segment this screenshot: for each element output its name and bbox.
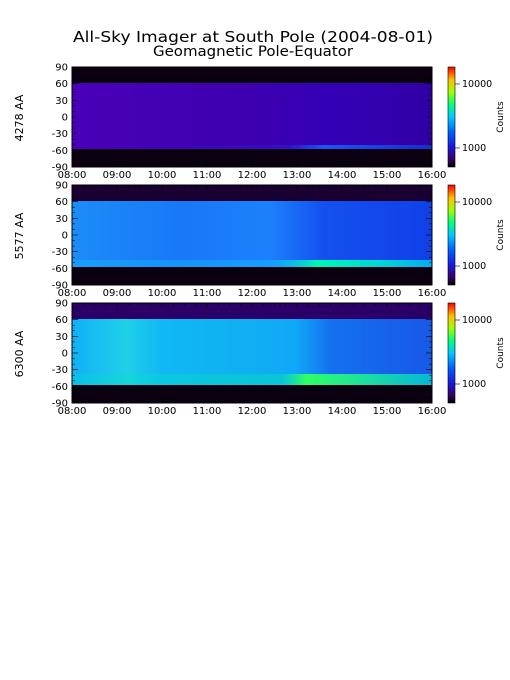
- y-tick-label: 0: [62, 113, 68, 124]
- x-tick-label: 13:00: [283, 170, 312, 180]
- x-tick-label: 16:00: [418, 170, 447, 180]
- y-axis-label: 6300 AA: [13, 330, 26, 377]
- colorbar-tick-label: 10000: [462, 315, 492, 326]
- x-tick-label: 08:00: [58, 288, 87, 298]
- panel-4278: 90 60 30 0 -30 -60 -90 08:00 09:00 10:00 11:00 12:…: [13, 63, 506, 181]
- x-tick-label: 14:00: [328, 170, 357, 180]
- x-tick-label: 08:00: [58, 406, 87, 417]
- x-tick-label: 12:00: [238, 288, 267, 298]
- auroral-band: [72, 145, 432, 149]
- y-tick-label: -90: [52, 163, 68, 174]
- y-tick-label: -90: [52, 281, 68, 292]
- x-tick-label: 11:00: [193, 288, 222, 298]
- colorbar-ticks: 10000 1000: [455, 197, 492, 272]
- y-tick-label: 30: [55, 214, 68, 225]
- y-tick-label: 30: [55, 332, 68, 343]
- colorbar-label: Counts: [496, 101, 506, 133]
- title-line-2: Geomagnetic Pole-Equator: [153, 44, 353, 60]
- colorbar-tick-label: 10000: [462, 79, 492, 90]
- colorbar-tick-label: 1000: [462, 379, 486, 390]
- x-tick-label: 11:00: [193, 406, 222, 417]
- title-line-1: All-Sky Imager at South Pole (2004-08-01…: [73, 28, 433, 46]
- y-axis: 90 60 30 0 -30 -60 -90: [52, 299, 432, 410]
- y-tick-label: -90: [52, 399, 68, 410]
- x-tick-label: 12:00: [238, 170, 267, 180]
- x-axis: 08:00 09:00 10:00 11:00 12:00 13:00 14:00 15:00…: [58, 303, 447, 417]
- y-tick-label: 60: [55, 315, 68, 326]
- x-tick-label: 14:00: [328, 288, 357, 298]
- y-tick-label: -30: [52, 247, 68, 258]
- x-tick-label: 10:00: [148, 288, 177, 298]
- y-tick-label: -60: [52, 382, 68, 393]
- colorbar-tick-label: 1000: [462, 261, 486, 272]
- y-tick-label: -60: [52, 146, 68, 157]
- y-axis-label: 4278 AA: [13, 94, 26, 141]
- x-tick-label: 16:00: [418, 406, 447, 417]
- colorbar-label: Counts: [496, 337, 506, 369]
- x-tick-label: 09:00: [103, 170, 132, 180]
- y-axis: 90 60 30 0 -30 -60 -90: [52, 63, 432, 174]
- heatmap-image: [72, 83, 432, 149]
- y-axis: 90 60 30 0 -30 -60 -90: [52, 181, 432, 292]
- x-tick-label: 13:00: [283, 288, 312, 298]
- x-tick-label: 15:00: [373, 406, 402, 417]
- colorbar: [447, 302, 456, 404]
- colorbar-ticks: 10000 1000: [455, 315, 492, 390]
- colorbar: [447, 66, 456, 168]
- auroral-band: [72, 260, 432, 267]
- x-tick-label: 15:00: [373, 288, 402, 298]
- y-tick-label: 0: [62, 231, 68, 242]
- x-tick-label: 14:00: [328, 406, 357, 417]
- y-tick-label: 90: [55, 299, 68, 310]
- x-tick-label: 09:00: [103, 288, 132, 298]
- y-tick-label: 0: [62, 349, 68, 360]
- plot-area: [71, 302, 433, 404]
- colorbar: [447, 184, 456, 286]
- auroral-band: [72, 374, 432, 385]
- x-tick-label: 10:00: [148, 406, 177, 417]
- x-tick-label: 13:00: [283, 406, 312, 417]
- y-tick-label: 30: [55, 96, 68, 107]
- x-tick-label: 08:00: [58, 170, 87, 180]
- y-tick-label: 60: [55, 197, 68, 208]
- plot-area: [71, 184, 433, 286]
- colorbar-ticks: 10000 1000: [455, 79, 492, 154]
- y-tick-label: -30: [52, 129, 68, 140]
- x-tick-label: 10:00: [148, 170, 177, 180]
- x-tick-label: 11:00: [193, 170, 222, 180]
- chart-title: All-Sky Imager at South Pole (2004-08-01…: [73, 28, 433, 60]
- colorbar-tick-label: 1000: [462, 143, 486, 154]
- colorbar-tick-label: 10000: [462, 197, 492, 208]
- x-tick-label: 15:00: [373, 170, 402, 180]
- y-tick-label: -60: [52, 264, 68, 275]
- x-tick-label: 09:00: [103, 406, 132, 417]
- x-tick-label: 16:00: [418, 288, 447, 298]
- heatmap-image: [72, 201, 432, 267]
- y-tick-label: 60: [55, 79, 68, 90]
- y-tick-label: 90: [55, 63, 68, 74]
- panel-5577: 90 60 30 0 -30 -60 -90 08:00 09:00 10:00 11:00 12:…: [13, 181, 506, 299]
- colorbar-label: Counts: [496, 219, 506, 251]
- y-axis-label: 5577 AA: [13, 212, 26, 259]
- x-axis: 08:00 09:00 10:00 11:00 12:00 13:00 14:00 15:00…: [58, 67, 447, 180]
- y-tick-label: 90: [55, 181, 68, 192]
- y-tick-label: -30: [52, 365, 68, 376]
- plot-area: [71, 66, 433, 168]
- x-axis: 08:00 09:00 10:00 11:00 12:00 13:00 14:00 15:00…: [58, 185, 447, 298]
- panel-6300: 90 60 30 0 -30 -60 -90 08:00 09:00 10:00 11:00 12:…: [13, 299, 506, 418]
- x-tick-label: 12:00: [238, 406, 267, 417]
